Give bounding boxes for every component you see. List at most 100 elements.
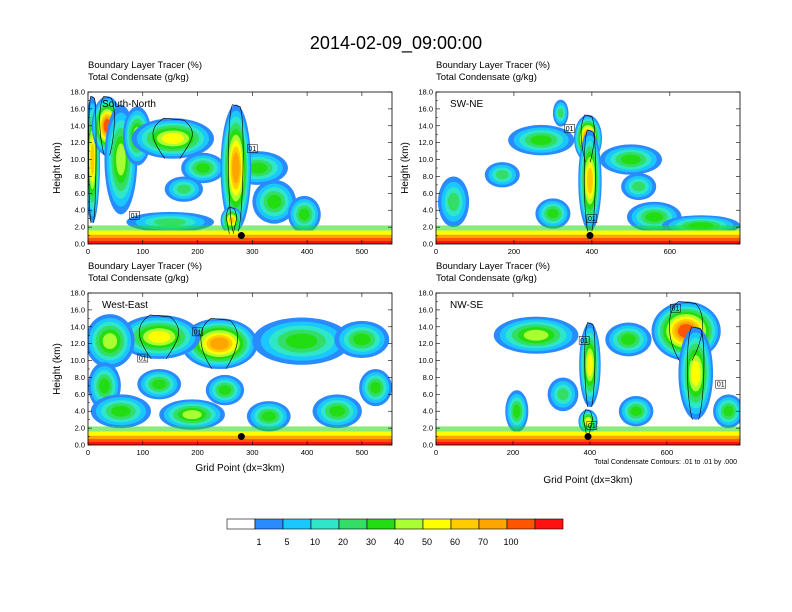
tracer-blob-2-level-20 [530,135,552,145]
tracer-field: 01 01 [88,92,392,244]
contour-label-box [192,327,203,337]
colorbar-label: 50 [422,537,432,547]
x-tick-label: 0 [86,247,90,256]
x-tick-label: 500 [356,247,369,256]
y-tick-label: 8.0 [423,373,433,382]
colorbar-label: 100 [503,537,518,547]
panel-0: Boundary Layer Tracer (%)Total Condensat… [52,60,393,256]
contour-label-box [137,353,149,363]
boundary-layer-band [436,241,740,244]
condensate-contour [687,326,705,420]
y-tick-label: 14.0 [70,121,85,130]
y-tick-label: 8.0 [75,172,85,181]
colorbar-swatch-0 [226,518,256,530]
tracer-blob-6-level-15 [557,388,569,401]
tracer-field: 01 01 [436,92,740,244]
y-tick-label: 2.0 [75,223,85,232]
y-tick-label: 16.0 [418,104,433,113]
x-tick-label: 400 [584,448,597,457]
tracer-blob-10-level-15 [154,218,187,226]
tracer-blob-7-level-20 [630,406,642,417]
tracer-blob-3-level-15 [557,108,564,119]
x-tick-label: 400 [586,247,599,256]
y-tick-label: 12.0 [418,339,433,348]
y-tick-label: 2.0 [423,424,433,433]
tracer-blob-8-level-20 [547,208,559,219]
colorbar-label: 30 [366,537,376,547]
tracer-blob-2-level-30 [116,143,126,176]
tracer-blob-7-level-20 [248,162,268,174]
y-tick-label: 0.0 [75,240,85,249]
x-tick-label: 300 [246,448,259,457]
y-tick-label: 12.0 [418,138,433,147]
contour-label-text: 01 [580,338,588,345]
tracer-blob-2-level-30 [102,333,118,350]
colorbar-swatch-8 [450,518,480,530]
panel-label: South-North [102,99,156,110]
boundary-layer-band [436,442,740,445]
chart-title: 2014-02-09_09:00:00 [310,33,482,54]
colorbar-swatch-10 [506,518,536,530]
y-tick-label: 4.0 [75,407,85,416]
tracer-blob-5-level-20 [513,404,521,418]
y-tick-label: 4.0 [75,206,85,215]
x-tick-label: 0 [434,247,438,256]
colorbar-label: 5 [284,537,289,547]
y-tick-label: 0.0 [423,441,433,450]
y-tick-label: 16.0 [70,104,85,113]
panel-header-line1: Boundary Layer Tracer (%) [436,261,550,272]
contour-label-box [586,214,598,223]
contour-label-text: 01 [139,356,147,363]
colorbar-label: 70 [478,537,488,547]
y-tick-label: 18.0 [418,88,433,97]
contour-label-text: 01 [566,126,574,133]
y-tick-label: 6.0 [423,390,433,399]
tracer-blob-9-level-20 [645,212,663,222]
panel-header-line2: Total Condensate (g/kg) [436,72,537,83]
location-marker [586,232,594,240]
x-tick-label: 200 [191,448,204,457]
colorbar-label: 1 [256,537,261,547]
contour-label-box [247,144,258,153]
tracer-blob-4-level-40 [161,132,185,144]
y-tick-label: 12.0 [70,138,85,147]
panels-group: Boundary Layer Tracer (%)Total Condensat… [52,60,741,486]
boundary-layer-band [88,238,392,244]
y-tick-label: 18.0 [70,88,85,97]
tracer-blob-1-level-50 [586,167,593,194]
colorbar-swatch-3 [310,518,340,530]
location-marker [237,433,245,441]
y-tick-label: 0.0 [423,240,433,249]
tracer-blob-9-level-20 [261,411,276,422]
contour-label-text: 01 [717,382,725,389]
colorbar-swatch-2 [282,518,312,530]
x-tick-label: 600 [661,448,674,457]
colorbar-swatch-9 [478,518,508,530]
tracer-blob-9-level-20 [299,208,310,221]
condensate-contour [200,318,238,370]
tracer-field: 01 01 01 01 [436,293,740,445]
tracer-blob-6-level-15 [447,192,460,211]
colorbar-swatch-1 [254,518,284,530]
y-tick-label: 10.0 [418,356,433,365]
tracer-blob-0-level-50 [90,143,95,176]
tracer-blob-8-level-20 [267,194,282,209]
contour-label-box [715,379,727,389]
condensate-contour [580,114,595,163]
colorbar-swatch-6 [394,518,424,530]
colorbar-label: 20 [338,537,348,547]
y-tick-label: 10.0 [70,155,85,164]
y-tick-label: 8.0 [423,172,433,181]
y-tick-label: 14.0 [70,322,85,331]
y-tick-label: 18.0 [418,289,433,298]
contour-label-box [670,303,681,313]
panel-header-line2: Total Condensate (g/kg) [88,72,189,83]
panel-header-line1: Boundary Layer Tracer (%) [88,60,202,71]
condensate-contour [669,301,703,361]
y-tick-label: 4.0 [423,206,433,215]
colorbar-label: 60 [450,537,460,547]
colorbar-label: 10 [310,537,320,547]
contour-label-box [564,124,575,133]
x-tick-label: 400 [301,247,314,256]
panel-header-line2: Total Condensate (g/kg) [88,273,189,284]
